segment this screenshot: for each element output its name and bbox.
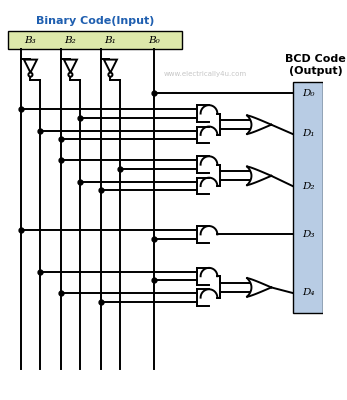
Text: D₄: D₄ <box>302 288 314 298</box>
Text: D₁: D₁ <box>302 130 314 138</box>
FancyBboxPatch shape <box>8 31 182 49</box>
Text: B₃: B₃ <box>25 36 36 44</box>
Text: www.electrically4u.com: www.electrically4u.com <box>164 72 247 78</box>
Text: D₂: D₂ <box>302 182 314 190</box>
Text: B₀: B₀ <box>148 36 160 44</box>
Text: BCD Code
(Output): BCD Code (Output) <box>285 54 346 76</box>
Text: B₂: B₂ <box>65 36 76 44</box>
Text: D₀: D₀ <box>302 88 314 98</box>
FancyBboxPatch shape <box>293 82 323 314</box>
Text: Binary Code(Input): Binary Code(Input) <box>36 16 154 26</box>
Text: B₁: B₁ <box>104 36 116 44</box>
Text: D₃: D₃ <box>302 230 314 239</box>
